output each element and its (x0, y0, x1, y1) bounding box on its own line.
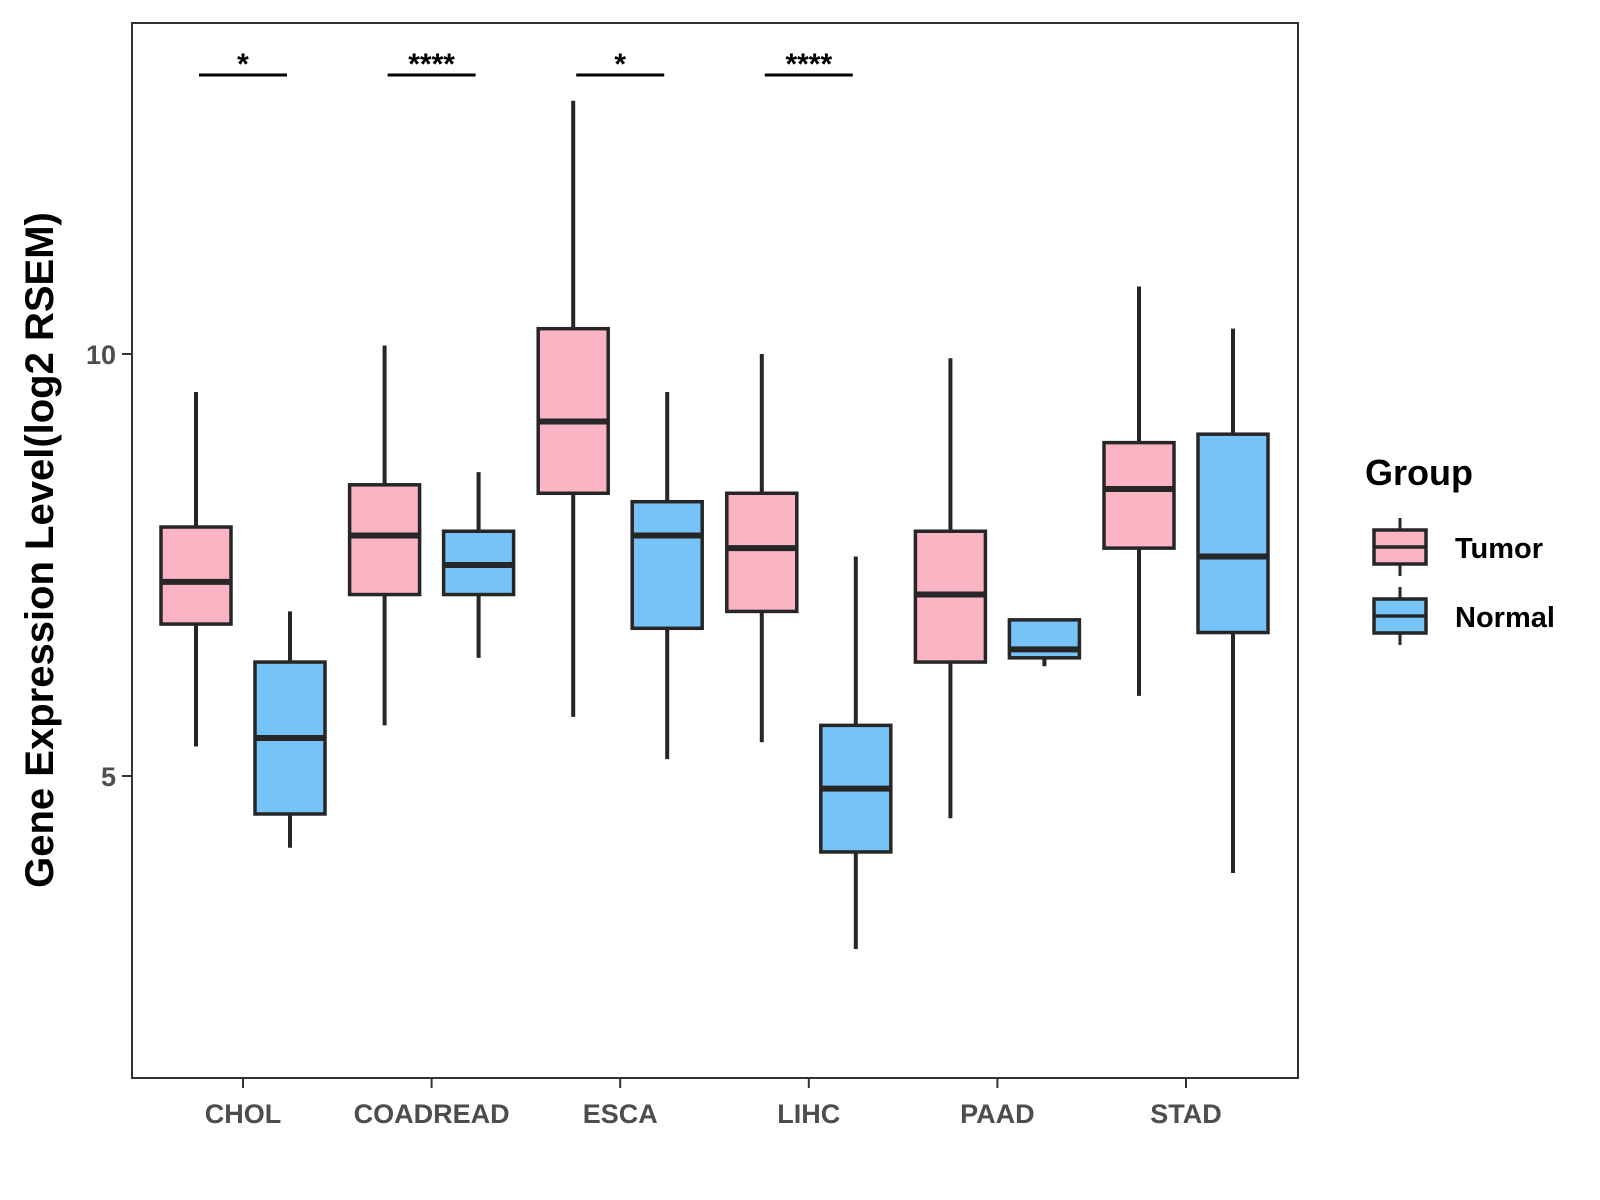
significance-label-coadread: **** (408, 48, 455, 81)
box-tumor-esca (536, 326, 610, 496)
y-axis-title: Gene Expression Level(log2 RSEM) (18, 212, 62, 888)
x-tick-label-stad: STAD (1150, 1099, 1222, 1129)
x-tick-label-coadread: COADREAD (354, 1099, 510, 1129)
significance-label-lihc: **** (785, 48, 832, 81)
y-tick-label-10: 10 (86, 340, 116, 370)
box-tumor-coadread (347, 483, 422, 597)
legend-label-normal: Normal (1455, 602, 1555, 634)
box-tumor-chol (159, 525, 233, 626)
legend-label-tumor: Tumor (1455, 533, 1543, 565)
y-tick-label-5: 5 (101, 762, 116, 792)
significance-label-chol: * (237, 48, 249, 81)
x-tick-label-lihc: LIHC (777, 1099, 840, 1129)
legend: Group Tumor Normal (1365, 452, 1555, 645)
chart-marks (159, 100, 1270, 950)
legend-title: Group (1365, 452, 1473, 493)
x-tick-label-paad: PAAD (960, 1099, 1035, 1129)
x-axis: CHOL COADREAD ESCA LIHC PAAD STAD (205, 1078, 1222, 1129)
box-normal-stad (1196, 432, 1270, 635)
box-tumor-lihc (725, 491, 799, 614)
box-tumor-stad (1102, 440, 1176, 550)
significance-annotations: * **** * **** (199, 48, 853, 81)
x-tick-label-esca: ESCA (583, 1099, 658, 1129)
significance-label-esca: * (614, 48, 626, 81)
box-normal-esca (630, 499, 704, 631)
x-tick-label-chol: CHOL (205, 1099, 282, 1129)
plot-panel (131, 22, 1299, 1079)
y-axis: 5 10 (86, 340, 132, 792)
